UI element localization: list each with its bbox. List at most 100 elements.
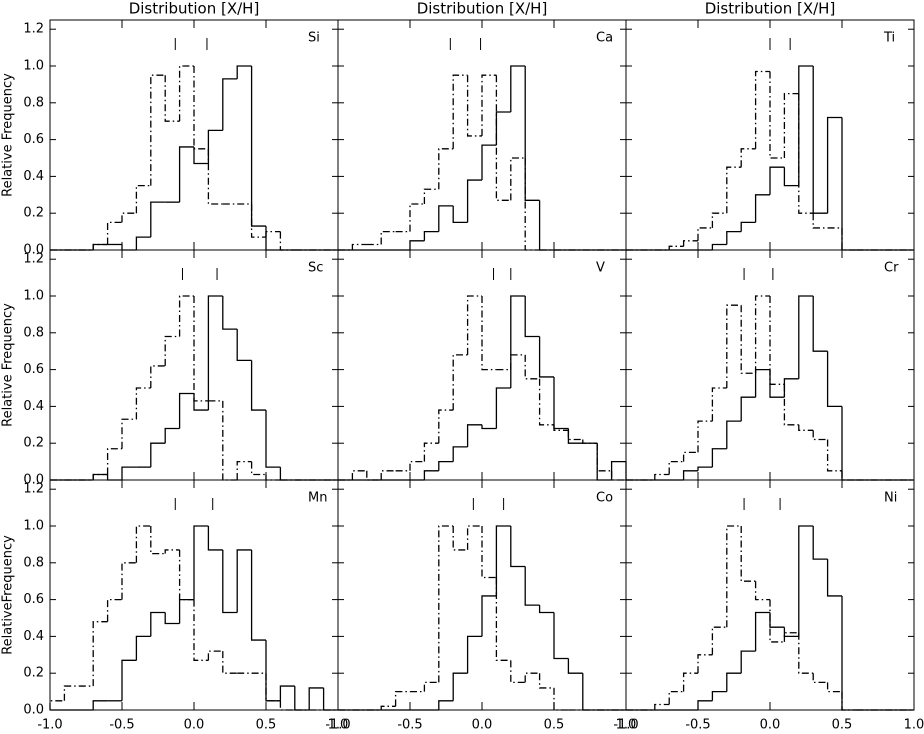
histogram-step (740, 148, 756, 168)
histogram-step (466, 179, 482, 223)
histogram-step (207, 526, 223, 551)
histogram-step (538, 673, 554, 689)
histogram-step (495, 525, 511, 596)
histogram-step (121, 418, 137, 449)
histogram-step (553, 612, 569, 660)
histogram-step (524, 66, 540, 201)
histogram-step (538, 200, 554, 251)
histogram-step (466, 75, 482, 137)
histogram-step (63, 685, 79, 701)
histogram-step (553, 376, 569, 430)
histogram-step (265, 673, 281, 702)
histogram-step (380, 230, 396, 245)
histogram-step (207, 129, 223, 164)
histogram-step (452, 526, 468, 551)
histogram-step (654, 473, 670, 480)
histogram-step (452, 446, 468, 462)
histogram-step (438, 460, 454, 471)
histogram-step (294, 686, 310, 711)
histogram-step (308, 687, 324, 710)
histogram-step (92, 473, 108, 480)
histogram-step (495, 387, 511, 429)
y-tick-label: 1.2 (23, 482, 44, 497)
histogram-step (438, 205, 454, 232)
histogram-step (711, 243, 727, 250)
histogram-step (236, 65, 252, 79)
histogram-step (164, 335, 180, 366)
histogram-step (481, 526, 497, 579)
histogram-step (222, 549, 238, 614)
panel-frame (625, 479, 915, 711)
histogram-step (193, 296, 209, 402)
histogram-step (380, 470, 396, 480)
histogram-step (92, 621, 108, 687)
histogram-step (798, 525, 814, 637)
histogram-step (812, 296, 828, 352)
histogram-step (697, 227, 713, 241)
histogram-step (754, 581, 770, 601)
histogram-step (135, 184, 151, 214)
histogram-step (567, 658, 583, 674)
y-tick-label: 1.2 (23, 252, 44, 267)
histogram-step (438, 700, 454, 710)
y-tick-label: 0.4 (23, 399, 44, 414)
histogram-step (366, 470, 382, 481)
histogram-step (798, 65, 814, 186)
y-tick-label: 1.0 (23, 289, 44, 304)
histogram-step (740, 305, 756, 374)
histogram-step (178, 146, 194, 203)
y-tick-label: 1.0 (23, 59, 44, 74)
histogram-step (726, 672, 742, 692)
histogram-step (178, 295, 194, 337)
histogram-step (250, 66, 266, 227)
histogram-step (207, 295, 223, 411)
histogram-step (409, 240, 425, 250)
histogram-step (466, 525, 482, 550)
histogram-step (812, 673, 828, 684)
histogram-step (510, 526, 526, 568)
histogram-step (135, 635, 151, 661)
element-label: Ca (596, 31, 613, 46)
histogram-step (769, 71, 785, 159)
y-tick-label: 0.2 (23, 436, 44, 451)
y-tick-label: 0.0 (23, 243, 44, 258)
histogram-step (135, 525, 151, 563)
histogram-step (92, 473, 108, 480)
histogram-step (769, 612, 785, 628)
histogram-step (236, 549, 252, 613)
histogram-step (193, 525, 209, 600)
histogram-step (135, 387, 151, 420)
histogram-step (481, 424, 497, 430)
histogram-step (524, 158, 540, 251)
x-tick-label: -0.5 (397, 718, 422, 733)
element-label: Ti (883, 31, 895, 46)
histogram-step (92, 243, 108, 250)
histogram-step (538, 378, 554, 426)
histogram-step (841, 117, 857, 251)
histogram-step (610, 470, 626, 481)
y-tick-label: 0.6 (23, 362, 44, 377)
histogram-step (726, 304, 742, 388)
histogram-step (841, 595, 857, 711)
histogram-step (121, 244, 137, 251)
histogram-step (682, 240, 698, 247)
y-tick-label: 0.6 (23, 592, 44, 607)
histogram-step (783, 92, 799, 158)
y-tick-label: 0.0 (23, 703, 44, 718)
histogram-step (423, 230, 439, 241)
histogram-step (697, 700, 713, 710)
histogram-step (409, 203, 425, 232)
y-tick-label: 0.0 (23, 473, 44, 488)
histogram-step (193, 393, 209, 411)
histogram-step (150, 442, 166, 468)
histogram-step (711, 626, 727, 655)
histogram-step (423, 470, 439, 480)
element-label: Sc (308, 261, 323, 276)
histogram-step (812, 430, 828, 441)
x-tick-label: 1.0 (904, 718, 924, 733)
histogram-step (610, 460, 627, 480)
histogram-step (135, 236, 151, 250)
histogram-step (394, 690, 410, 707)
x-tick-label: 0.5 (832, 718, 853, 733)
histogram-step (178, 65, 194, 122)
